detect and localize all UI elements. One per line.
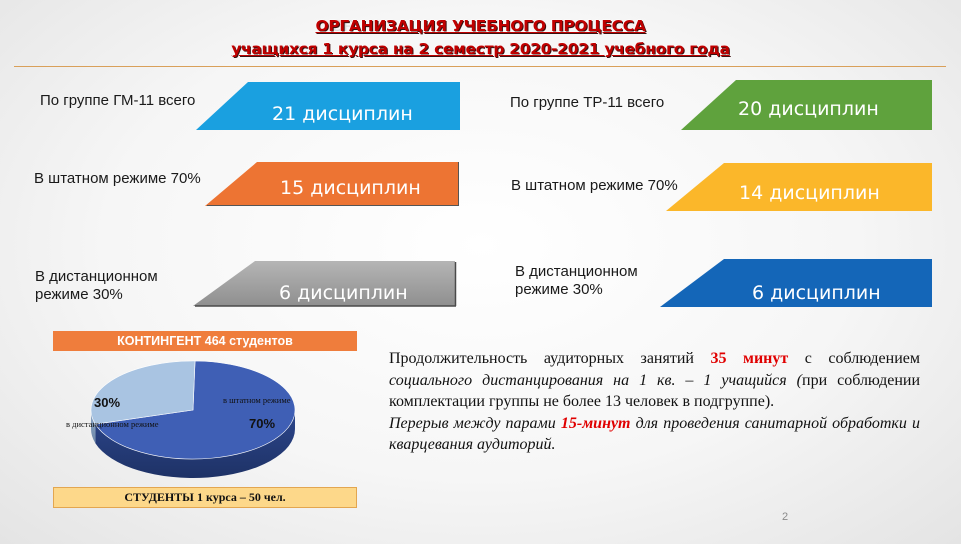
tr11-total-value: 20 дисциплин	[738, 98, 879, 120]
pie-slice-side-1	[91, 410, 96, 444]
gm11-regular-value: 15 дисциплин	[280, 177, 421, 199]
gm11-remote-label-line1: В дистанционном	[35, 268, 158, 285]
tr11-remote-label-line1: В дистанционном	[515, 263, 638, 280]
page-subtitle: учащихся 1 курса на 2 семестр 2020-2021 …	[231, 40, 730, 58]
pie-slice-side-0	[95, 410, 295, 478]
tr11-total-bar	[681, 80, 932, 130]
pie-label-regular: в штатном режиме	[223, 395, 291, 405]
gm11-remote-bar	[193, 261, 457, 307]
gm11-remote-label-line2: режиме 30%	[35, 286, 123, 303]
tr11-regular-label: В штатном режиме 70%	[511, 177, 678, 194]
pie-label-regular-pct: 70%	[249, 416, 275, 431]
gm11-total-value: 21 дисциплин	[272, 103, 413, 125]
duration-highlight: 35 минут	[710, 350, 789, 367]
gm11-remote-value: 6 дисциплин	[279, 282, 408, 304]
text-span: при соблюдении комплектации группы не бо…	[389, 371, 921, 411]
gm11-total-label: По группе ГМ-11 всего	[40, 92, 196, 109]
gm11-regular-bar	[205, 162, 459, 206]
page-title: ОРГАНИЗАЦИЯ УЧЕБНОГО ПРОЦЕССА	[315, 17, 646, 35]
tr11-remote-label: В дистанционном режиме 30%	[515, 263, 638, 299]
pie-chart: 70% в штатном режиме 30% в дистанционном…	[66, 360, 296, 478]
gm11-regular-label: В штатном режиме 70%	[34, 170, 201, 187]
paragraph-break: Перерыв между парами 15-минут для провед…	[389, 413, 920, 456]
text-span: Продолжительность аудиторных занятий	[389, 350, 711, 367]
tr11-remote-bar	[660, 259, 932, 307]
gm11-remote-label: В дистанционном режиме 30%	[35, 268, 158, 304]
text-span: Перерыв между парами	[389, 414, 561, 432]
pie-slice-1	[90, 360, 196, 425]
ghost-title-fragment: ОР	[331, 18, 355, 35]
header-divider	[14, 66, 946, 67]
pie-label-remote-pct: 30%	[94, 395, 120, 410]
text-span: с соблюдением	[788, 350, 920, 367]
gm11-total-bar	[196, 82, 460, 130]
contingent-banner: КОНТИНГЕНТ 464 студентов	[53, 331, 357, 351]
students-banner: СТУДЕНТЫ 1 курса – 50 чел.	[53, 487, 357, 508]
schedule-description: Продолжительность аудиторных занятий 35 …	[389, 348, 920, 456]
pie-label-remote: в дистанционном режиме	[66, 419, 159, 429]
page-number: 2	[782, 511, 789, 523]
tr11-regular-value: 14 дисциплин	[739, 182, 880, 204]
paragraph-duration: Продолжительность аудиторных занятий 35 …	[389, 348, 920, 413]
text-span-italic: социального дистанцирования на 1 кв. – 1…	[389, 371, 803, 389]
break-highlight: 15-минут	[560, 414, 631, 432]
text-span: для проведения санитарной обработки и кв…	[389, 414, 921, 454]
tr11-regular-bar	[666, 163, 932, 211]
tr11-total-label: По группе ТР-11 всего	[510, 94, 665, 111]
tr11-remote-label-line2: режиме 30%	[515, 281, 603, 298]
tr11-remote-value: 6 дисциплин	[752, 282, 881, 304]
pie-slice-0	[94, 360, 296, 460]
